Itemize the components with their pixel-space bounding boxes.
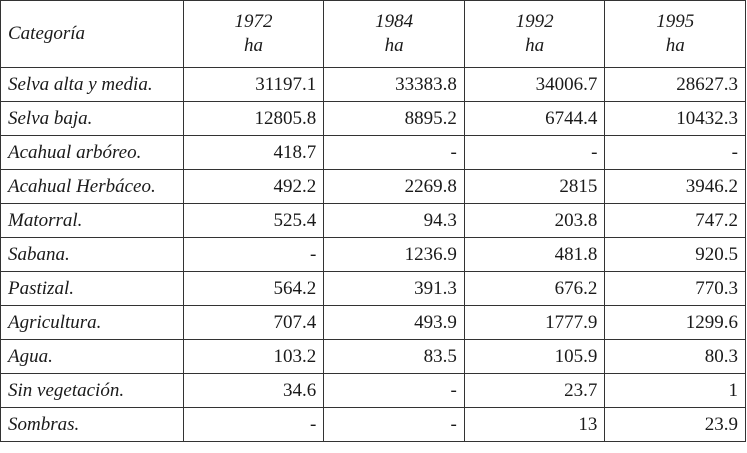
value-cell: 31197.1 [182, 67, 325, 102]
header-row: Categoría 1972 ha 1984 ha 1992 ha 1995 ha [0, 0, 746, 68]
value-cell: 13 [463, 407, 606, 442]
value-cell: 1299.6 [604, 305, 746, 340]
value-cell: 80.3 [604, 339, 746, 374]
year-label: 1995 [656, 11, 695, 32]
value-cell: 564.2 [182, 271, 325, 306]
header-cell: 1972 ha [182, 0, 325, 68]
value-cell: - [182, 407, 325, 442]
table-body: Selva alta y media. 31197.1 33383.8 34006.7… [0, 67, 746, 442]
unit-label: ha [665, 35, 685, 56]
table-row: Agricultura. 707.4 493.9 1777.9 1299.6 [0, 305, 746, 340]
year-label: 1992 [515, 11, 554, 32]
value-cell: - [323, 407, 465, 442]
year-label: 1972 [234, 11, 273, 32]
value-cell: 10432.3 [604, 101, 746, 136]
value-cell: 492.2 [182, 169, 325, 204]
category-cell: Selva alta y media. [0, 67, 184, 102]
value-cell: 6744.4 [463, 101, 606, 136]
table-row: Sin vegetación. 34.6-23.7 1 [0, 373, 746, 408]
value-cell: 94.3 [323, 203, 465, 238]
table-row: Matorral. 525.4 94.3 203.8 747.2 [0, 203, 746, 238]
category-cell: Agricultura. [0, 305, 184, 340]
value-cell: 2269.8 [323, 169, 465, 204]
value-cell: 103.2 [182, 339, 325, 374]
table-row: Pastizal. 564.2 391.3 676.2 770.3 [0, 271, 746, 306]
value-cell: - [323, 135, 465, 170]
table-row: Acahual Herbáceo. 492.2 2269.8 2815 3946.2 [0, 169, 746, 204]
table-row: Agua. 103.2 83.5 105.9 80.3 [0, 339, 746, 374]
value-cell: 23.9 [604, 407, 746, 442]
value-cell: 83.5 [323, 339, 465, 374]
value-cell: 481.8 [463, 237, 606, 272]
value-cell: - [182, 237, 325, 272]
value-cell: 770.3 [604, 271, 746, 306]
value-cell: 3946.2 [604, 169, 746, 204]
value-cell: 707.4 [182, 305, 325, 340]
value-cell: 8895.2 [323, 101, 465, 136]
value-cell: 1236.9 [323, 237, 465, 272]
table-row: Selva baja. 12805.8 8895.2 6744.4 10432.3 [0, 101, 746, 136]
data-table: Categoría 1972 ha 1984 ha 1992 ha 1995 ha Selva… [0, 0, 746, 442]
category-cell: Sin vegetación. [0, 373, 184, 408]
unit-label: ha [525, 35, 545, 56]
category-cell: Sombras. [0, 407, 184, 442]
value-cell: 2815 [463, 169, 606, 204]
value-cell: 747.2 [604, 203, 746, 238]
header-cell: Categoría [0, 0, 184, 68]
header-cell: 1984 ha [323, 0, 465, 68]
value-cell: - [463, 135, 606, 170]
value-cell: 1777.9 [463, 305, 606, 340]
category-cell: Agua. [0, 339, 184, 374]
value-cell: 34006.7 [463, 67, 606, 102]
value-cell: 23.7 [463, 373, 606, 408]
value-cell: 418.7 [182, 135, 325, 170]
value-cell: 493.9 [323, 305, 465, 340]
value-cell: 12805.8 [182, 101, 325, 136]
table-row: Acahual arbóreo. 418.7- - - [0, 135, 746, 170]
category-cell: Acahual arbóreo. [0, 135, 184, 170]
category-cell: Selva baja. [0, 101, 184, 136]
value-cell: 525.4 [182, 203, 325, 238]
table-row: Sabana. -1236.9 481.8 920.5 [0, 237, 746, 272]
value-cell: 34.6 [182, 373, 325, 408]
year-label: 1984 [375, 11, 414, 32]
value-cell: - [323, 373, 465, 408]
unit-label: ha [244, 35, 264, 56]
value-cell: 28627.3 [604, 67, 746, 102]
category-cell: Pastizal. [0, 271, 184, 306]
value-cell: 33383.8 [323, 67, 465, 102]
category-cell: Acahual Herbáceo. [0, 169, 184, 204]
value-cell: 203.8 [463, 203, 606, 238]
header-cell: 1992 ha [463, 0, 606, 68]
value-cell: 676.2 [463, 271, 606, 306]
table-row: Selva alta y media. 31197.1 33383.8 34006.7… [0, 67, 746, 102]
value-cell: 391.3 [323, 271, 465, 306]
header-cell: 1995 ha [604, 0, 746, 68]
value-cell: - [604, 135, 746, 170]
value-cell: 920.5 [604, 237, 746, 272]
unit-label: ha [384, 35, 404, 56]
value-cell: 1 [604, 373, 746, 408]
value-cell: 105.9 [463, 339, 606, 374]
category-cell: Matorral. [0, 203, 184, 238]
table-row: Sombras. - -13 23.9 [0, 407, 746, 442]
category-cell: Sabana. [0, 237, 184, 272]
